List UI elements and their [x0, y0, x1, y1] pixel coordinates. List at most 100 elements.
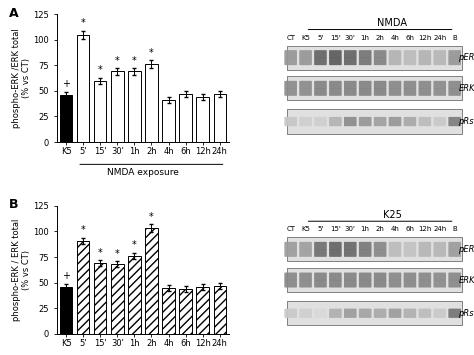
- FancyBboxPatch shape: [419, 249, 431, 257]
- FancyBboxPatch shape: [314, 308, 327, 318]
- FancyBboxPatch shape: [448, 57, 461, 65]
- Text: *: *: [81, 225, 86, 235]
- Bar: [213, 94, 226, 142]
- Text: *: *: [98, 65, 103, 75]
- FancyBboxPatch shape: [359, 81, 372, 89]
- FancyBboxPatch shape: [433, 57, 446, 65]
- FancyBboxPatch shape: [433, 308, 446, 318]
- FancyBboxPatch shape: [433, 280, 446, 288]
- FancyBboxPatch shape: [284, 280, 297, 288]
- Text: 6h: 6h: [405, 226, 414, 233]
- FancyBboxPatch shape: [448, 88, 461, 96]
- Text: B: B: [452, 35, 457, 41]
- Text: pRsk: pRsk: [458, 309, 474, 318]
- Bar: [287, 109, 462, 134]
- FancyBboxPatch shape: [299, 308, 312, 318]
- FancyBboxPatch shape: [419, 88, 431, 96]
- Bar: [287, 45, 462, 70]
- FancyBboxPatch shape: [389, 308, 401, 318]
- FancyBboxPatch shape: [284, 308, 297, 318]
- Bar: [163, 100, 174, 142]
- FancyBboxPatch shape: [448, 308, 461, 318]
- FancyBboxPatch shape: [374, 308, 386, 318]
- Bar: [60, 287, 73, 334]
- FancyBboxPatch shape: [359, 50, 372, 58]
- FancyBboxPatch shape: [299, 88, 312, 96]
- FancyBboxPatch shape: [404, 273, 416, 280]
- FancyBboxPatch shape: [329, 249, 342, 257]
- FancyBboxPatch shape: [314, 88, 327, 96]
- Text: CT: CT: [286, 35, 295, 41]
- Bar: [287, 268, 462, 292]
- FancyBboxPatch shape: [344, 308, 356, 318]
- FancyBboxPatch shape: [389, 273, 401, 280]
- FancyBboxPatch shape: [329, 117, 342, 126]
- FancyBboxPatch shape: [359, 273, 372, 280]
- Bar: [196, 287, 209, 334]
- FancyBboxPatch shape: [329, 273, 342, 280]
- Bar: [180, 94, 191, 142]
- Text: pERK: pERK: [458, 53, 474, 62]
- Bar: [213, 286, 226, 334]
- FancyBboxPatch shape: [404, 242, 416, 250]
- FancyBboxPatch shape: [329, 308, 342, 318]
- FancyBboxPatch shape: [299, 249, 312, 257]
- FancyBboxPatch shape: [374, 88, 386, 96]
- FancyBboxPatch shape: [329, 88, 342, 96]
- FancyBboxPatch shape: [284, 88, 297, 96]
- Text: K5: K5: [301, 35, 310, 41]
- FancyBboxPatch shape: [433, 117, 446, 126]
- FancyBboxPatch shape: [344, 50, 356, 58]
- FancyBboxPatch shape: [419, 242, 431, 250]
- FancyBboxPatch shape: [359, 308, 372, 318]
- Text: 1h: 1h: [361, 226, 370, 233]
- FancyBboxPatch shape: [448, 273, 461, 280]
- FancyBboxPatch shape: [299, 81, 312, 89]
- Y-axis label: phospho-ERK / ERK total
(% vs CT): phospho-ERK / ERK total (% vs CT): [12, 219, 31, 321]
- FancyBboxPatch shape: [314, 242, 327, 250]
- FancyBboxPatch shape: [433, 242, 446, 250]
- FancyBboxPatch shape: [284, 242, 297, 250]
- FancyBboxPatch shape: [389, 57, 401, 65]
- Text: 5': 5': [318, 226, 324, 233]
- FancyBboxPatch shape: [314, 273, 327, 280]
- FancyBboxPatch shape: [389, 88, 401, 96]
- Text: *: *: [115, 56, 120, 66]
- FancyBboxPatch shape: [329, 57, 342, 65]
- FancyBboxPatch shape: [448, 81, 461, 89]
- FancyBboxPatch shape: [419, 117, 431, 126]
- FancyBboxPatch shape: [344, 249, 356, 257]
- FancyBboxPatch shape: [448, 117, 461, 126]
- FancyBboxPatch shape: [344, 280, 356, 288]
- Text: *: *: [149, 212, 154, 222]
- Text: 12h: 12h: [418, 226, 431, 233]
- Text: K25: K25: [383, 210, 402, 220]
- Bar: [111, 71, 124, 142]
- FancyBboxPatch shape: [284, 249, 297, 257]
- FancyBboxPatch shape: [419, 81, 431, 89]
- FancyBboxPatch shape: [314, 117, 327, 126]
- Text: 24h: 24h: [433, 35, 447, 41]
- FancyBboxPatch shape: [389, 249, 401, 257]
- Text: NMDA: NMDA: [377, 18, 408, 28]
- FancyBboxPatch shape: [419, 308, 431, 318]
- Text: *: *: [98, 247, 103, 257]
- Bar: [146, 64, 157, 142]
- FancyBboxPatch shape: [374, 57, 386, 65]
- Text: ERK: ERK: [458, 84, 474, 93]
- FancyBboxPatch shape: [284, 81, 297, 89]
- Text: 30': 30': [345, 35, 356, 41]
- FancyBboxPatch shape: [433, 273, 446, 280]
- FancyBboxPatch shape: [344, 242, 356, 250]
- FancyBboxPatch shape: [329, 242, 342, 250]
- Text: K5: K5: [301, 226, 310, 233]
- FancyBboxPatch shape: [299, 242, 312, 250]
- FancyBboxPatch shape: [344, 88, 356, 96]
- FancyBboxPatch shape: [359, 88, 372, 96]
- FancyBboxPatch shape: [419, 280, 431, 288]
- FancyBboxPatch shape: [374, 117, 386, 126]
- FancyBboxPatch shape: [404, 50, 416, 58]
- Bar: [111, 264, 124, 334]
- Text: pRsk: pRsk: [458, 117, 474, 126]
- FancyBboxPatch shape: [359, 249, 372, 257]
